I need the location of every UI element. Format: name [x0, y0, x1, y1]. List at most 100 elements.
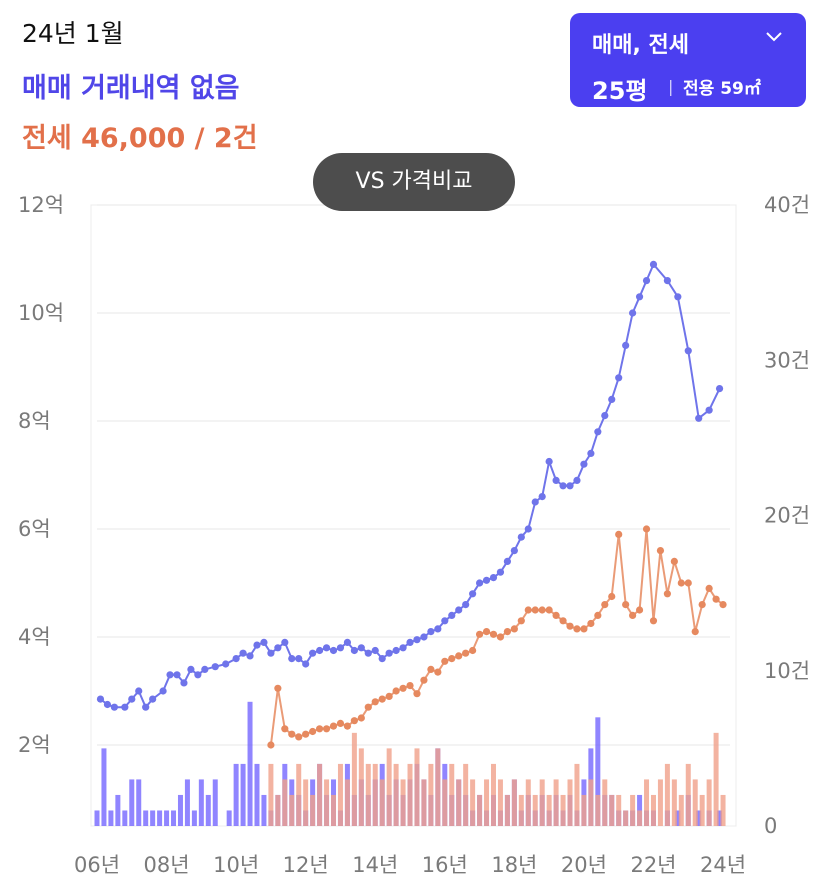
- jeonse-point: [469, 646, 477, 655]
- sale-point: [674, 293, 682, 301]
- jeonse_volume-bar: [678, 794, 684, 826]
- sale-point: [427, 628, 435, 636]
- sale-point: [295, 655, 303, 663]
- sale-point: [166, 671, 174, 679]
- jeonse_volume-bar: [602, 779, 608, 826]
- sale_volume-bar: [136, 779, 142, 826]
- sale-point: [222, 660, 230, 668]
- jeonse-point: [538, 606, 546, 614]
- jeonse-point: [622, 601, 630, 609]
- volume-bars: [94, 701, 726, 826]
- jeonse_volume-bar: [379, 779, 385, 826]
- axis-ticks: 2억 4억 6억 8억 10억 12억 0 10건 20건 30건 40건 06년 08년 10년 12년 1…: [18, 193, 810, 877]
- sale-point: [462, 601, 470, 609]
- jeonse-point: [656, 547, 665, 555]
- jeonse-point: [559, 617, 567, 625]
- sale-point: [552, 476, 560, 484]
- jeonse-point: [364, 703, 372, 711]
- vs-compare-button[interactable]: VS 가격비교: [313, 153, 515, 211]
- sale_volume-bar: [101, 748, 107, 826]
- y-right-tick-label: 10건: [764, 659, 810, 683]
- sale-point: [173, 671, 181, 679]
- y-left-tick-label: 12억: [18, 193, 64, 217]
- jeonse-point: [649, 617, 658, 625]
- x-tick-label: 14년: [352, 853, 398, 877]
- sale-point: [96, 695, 105, 703]
- sale-point: [180, 679, 188, 687]
- jeonse-point: [552, 611, 560, 620]
- jeonse-point: [615, 530, 623, 539]
- jeonse-point: [336, 719, 345, 728]
- sale-point: [350, 646, 358, 655]
- sale-point: [232, 655, 240, 663]
- chevron-down-icon: [764, 25, 784, 49]
- sale-point: [399, 644, 407, 652]
- jeonse-point: [475, 630, 484, 638]
- sale-point: [601, 412, 609, 420]
- jeonse-point: [608, 592, 616, 601]
- jeonse_volume-bar: [720, 794, 726, 826]
- jeonse_volume-bar: [484, 779, 490, 826]
- jeonse_volume-bar: [664, 763, 670, 826]
- jeonse_volume-bar: [428, 763, 434, 826]
- y-right-tick-label: 20건: [764, 504, 810, 528]
- jeonse-point: [274, 684, 282, 692]
- sale_volume-bar: [157, 810, 163, 826]
- sale-point: [201, 665, 209, 674]
- trade-type-label: 매매, 전세: [592, 33, 689, 58]
- jeonse-point: [503, 628, 512, 636]
- sale_volume-bar: [164, 810, 170, 826]
- jeonse_volume-bar: [449, 763, 455, 826]
- sale_volume-bar: [198, 779, 204, 826]
- jeonse_volume-bar: [463, 763, 469, 826]
- sale-point: [503, 557, 512, 566]
- jeonse_volume-bar: [616, 794, 622, 826]
- sale-point: [695, 414, 703, 422]
- type-size-selector[interactable]: 매매, 전세 25평 | 전용 59㎡: [570, 13, 806, 107]
- jeonse_volume-bar: [289, 794, 295, 826]
- sale_volume-bar: [94, 810, 100, 826]
- sale_volume-bar: [129, 779, 135, 826]
- jeonse-point: [510, 625, 518, 633]
- price-points: [96, 260, 727, 749]
- sale-point: [482, 576, 491, 584]
- jeonse_volume-bar: [671, 779, 677, 826]
- sale_volume-bar: [171, 810, 177, 826]
- jeonse-point: [420, 676, 428, 684]
- jeonse-point: [392, 687, 400, 695]
- jeonse_volume-bar: [504, 794, 510, 826]
- jeonse_volume-bar: [546, 794, 552, 826]
- jeonse-point: [441, 657, 449, 665]
- sale-point: [343, 638, 352, 647]
- jeonse-point: [302, 730, 310, 738]
- sale-point: [684, 347, 692, 355]
- sale-point: [385, 649, 393, 657]
- y-left-tick-label: 4억: [18, 625, 51, 649]
- sale-point: [475, 579, 484, 587]
- jeonse_volume-bar: [421, 779, 427, 826]
- x-tick-label: 06년: [74, 853, 120, 877]
- sale-point: [121, 703, 129, 711]
- sale-point: [149, 695, 157, 703]
- jeonse_volume-bar: [623, 810, 629, 826]
- jeonse_volume-bar: [337, 763, 343, 826]
- sale-point: [545, 457, 553, 466]
- sale-point: [110, 703, 118, 711]
- jeonse_volume-bar: [644, 779, 650, 826]
- jeonse_volume-bar: [518, 794, 524, 826]
- jeonse-point: [329, 722, 338, 730]
- jeonse-point: [385, 692, 393, 701]
- jeonse-point: [399, 684, 407, 692]
- sale-point: [142, 703, 150, 711]
- sale-point: [587, 449, 595, 457]
- y-left-tick-label: 2억: [18, 733, 51, 757]
- jeonse_volume-bar: [275, 794, 281, 826]
- sale-point: [629, 309, 637, 317]
- jeonse-point: [462, 649, 470, 657]
- jeonse_volume-bar: [539, 779, 545, 826]
- sale-point: [469, 590, 477, 598]
- sale-point: [267, 649, 275, 657]
- jeonse_volume-bar: [344, 779, 350, 826]
- jeonse_volume-bar: [296, 763, 302, 826]
- sale_volume-bar: [261, 794, 267, 826]
